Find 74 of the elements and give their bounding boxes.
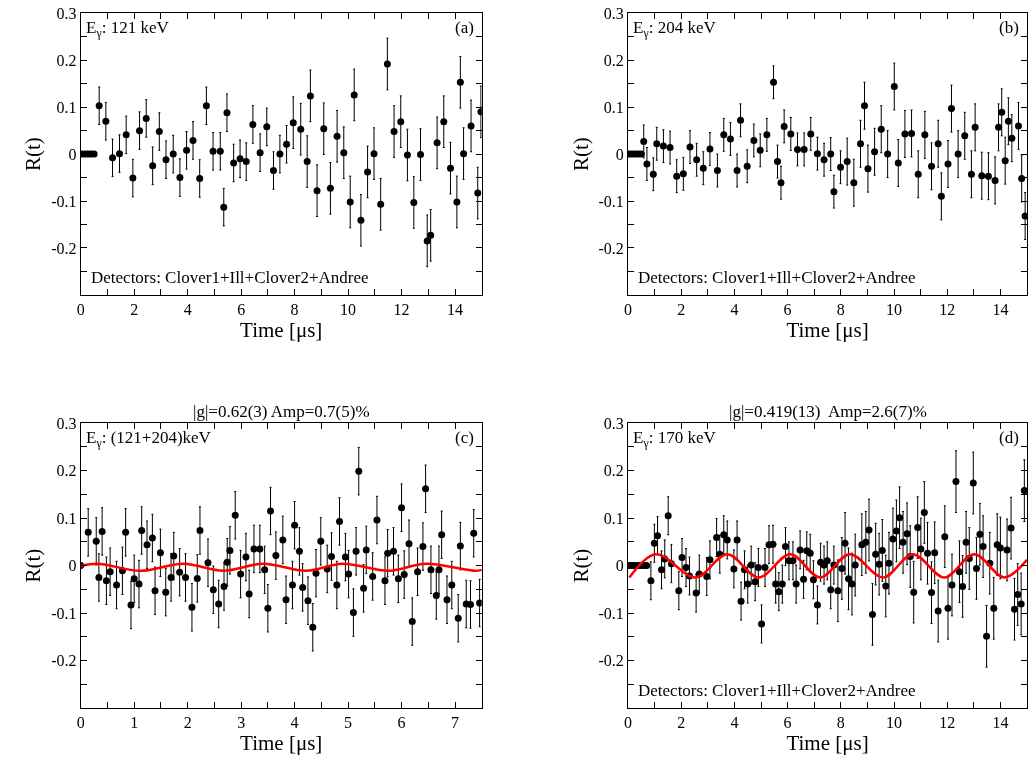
x-tick-label: 6 xyxy=(783,714,792,732)
annotation: Detectors: Clover1+Ill+Clover2+Andree xyxy=(638,681,916,700)
x-tick-label: 2 xyxy=(677,714,686,732)
y-tick-label: 0 xyxy=(68,145,77,163)
annotation: Detectors: Clover1+Ill+Clover2+Andree xyxy=(638,268,916,287)
x-tick-label: 6 xyxy=(237,301,246,319)
x-axis-title: Time [μs] xyxy=(240,318,323,343)
y-tick-label: -0.2 xyxy=(51,652,77,670)
y-tick-label: 0.1 xyxy=(603,98,624,116)
x-tick-label: 10 xyxy=(886,714,903,732)
x-tick-label: 5 xyxy=(344,714,353,732)
x-tick-label: 4 xyxy=(183,301,192,319)
y-tick-label: 0 xyxy=(615,557,624,575)
x-tick-label: 12 xyxy=(393,301,410,319)
y-tick-label: 0.1 xyxy=(603,509,624,527)
x-tick-label: 10 xyxy=(886,301,903,319)
x-tick-label: 8 xyxy=(836,714,845,732)
x-tick-label: 4 xyxy=(290,714,299,732)
y-tick-label: 0 xyxy=(615,145,624,163)
y-tick-label: 0.1 xyxy=(56,509,77,527)
x-tick-label: 4 xyxy=(730,714,739,732)
y-tick-label: 0.2 xyxy=(56,462,77,480)
annotation: E$_{γ}$: 204 keV xyxy=(633,18,717,40)
annotation: (b) xyxy=(999,18,1019,37)
x-tick-label: 12 xyxy=(939,301,956,319)
x-tick-label: 8 xyxy=(836,301,845,319)
x-axis-title: Time [μs] xyxy=(240,731,323,756)
x-tick-label: 14 xyxy=(992,714,1009,732)
y-axis-title: R(t) xyxy=(21,548,46,583)
x-tick-label: 6 xyxy=(397,714,406,732)
y-tick-label: 0.2 xyxy=(603,51,624,69)
x-tick-label: 2 xyxy=(130,301,139,319)
chart-title: |g|=0.62(3) Amp=0.7(5)% xyxy=(193,402,370,421)
y-tick-label: 0.3 xyxy=(603,414,624,432)
x-tick-label: 3 xyxy=(237,714,246,732)
x-tick-label: 7 xyxy=(451,714,460,732)
y-tick-label: -0.1 xyxy=(598,192,624,210)
y-tick-label: -0.1 xyxy=(51,192,77,210)
x-tick-label: 10 xyxy=(340,301,357,319)
y-tick-label: 0.3 xyxy=(56,414,77,432)
x-tick-label: 12 xyxy=(939,714,956,732)
annotation: Detectors: Clover1+Ill+Clover2+Andree xyxy=(91,268,369,287)
y-tick-label: 0.2 xyxy=(56,51,77,69)
annotation: (c) xyxy=(455,428,474,447)
annotation: E$_{γ}$: 170 keV xyxy=(633,428,717,450)
x-tick-label: 4 xyxy=(730,301,739,319)
y-tick-label: -0.1 xyxy=(598,604,624,622)
y-tick-label: -0.2 xyxy=(51,239,77,257)
y-axis-title: R(t) xyxy=(568,548,593,583)
x-tick-label: 2 xyxy=(183,714,192,732)
x-axis-title: Time [μs] xyxy=(786,318,869,343)
annotation: (d) xyxy=(999,428,1019,447)
x-tick-label: 14 xyxy=(447,301,464,319)
x-tick-label: 8 xyxy=(290,301,299,319)
annotation: E$_{γ}$: 121 keV xyxy=(86,18,170,40)
y-tick-label: 0 xyxy=(68,557,77,575)
y-tick-label: 0.1 xyxy=(56,98,77,116)
annotation: (a) xyxy=(455,18,474,37)
y-tick-label: 0.2 xyxy=(603,462,624,480)
x-axis-title: Time [μs] xyxy=(786,731,869,756)
y-tick-label: 0.3 xyxy=(603,4,624,22)
y-tick-label: -0.1 xyxy=(51,604,77,622)
y-axis-title: R(t) xyxy=(568,137,593,172)
x-tick-label: 1 xyxy=(130,714,139,732)
y-axis-title: R(t) xyxy=(21,137,46,172)
y-tick-label: -0.2 xyxy=(598,239,624,257)
chart-title: |g|=0.419(13) Amp=2.6(7)% xyxy=(729,402,927,421)
annotation: E$_{γ}$: (121+204)keV xyxy=(86,428,212,450)
x-tick-label: 2 xyxy=(677,301,686,319)
line-series xyxy=(80,562,482,573)
y-tick-label: -0.2 xyxy=(598,652,624,670)
y-tick-label: 0.3 xyxy=(56,4,77,22)
x-tick-label: 14 xyxy=(992,301,1009,319)
x-tick-label: 6 xyxy=(783,301,792,319)
